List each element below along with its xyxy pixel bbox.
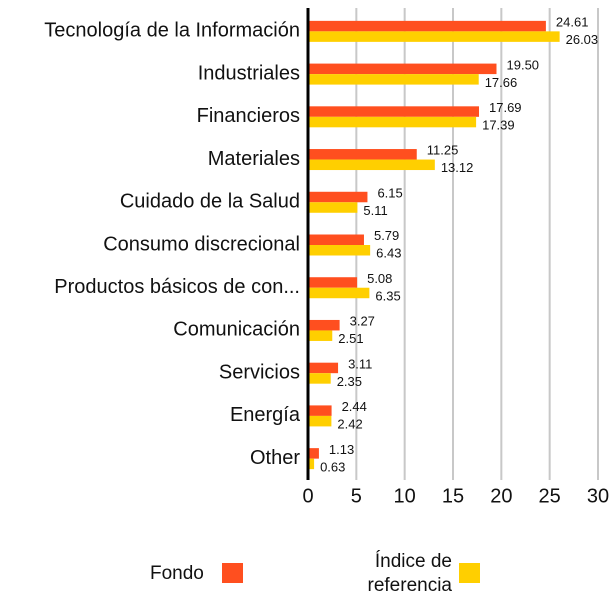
x-tick-label: 30	[587, 485, 609, 507]
bar	[308, 159, 435, 171]
bar	[308, 319, 340, 331]
value-label: 5.79	[374, 228, 399, 243]
y-tick-label: Servicios	[219, 361, 300, 383]
x-tick-label: 5	[351, 485, 362, 507]
bar	[308, 106, 480, 117]
legend-swatch	[459, 563, 480, 583]
value-label: 6.15	[377, 185, 402, 200]
value-label: 26.03	[566, 32, 599, 47]
value-label: 19.50	[507, 57, 540, 72]
value-label: 5.08	[367, 271, 392, 286]
value-label: 3.27	[350, 314, 375, 329]
y-tick-label: Financieros	[197, 105, 300, 127]
value-label: 17.39	[482, 118, 515, 133]
value-label: 3.11	[348, 356, 372, 371]
value-label: 24.61	[556, 15, 589, 30]
bar	[308, 74, 479, 85]
bar	[308, 373, 331, 384]
y-tick-label: Energía	[230, 404, 301, 426]
bar	[308, 20, 546, 32]
x-tick-label: 0	[302, 485, 313, 507]
value-label: 2.42	[337, 417, 362, 432]
bar	[308, 287, 370, 299]
value-label: 13.12	[441, 160, 474, 175]
legend-label: Fondo	[150, 563, 204, 584]
x-tick-label: 10	[394, 485, 416, 507]
bar	[308, 245, 371, 256]
value-label: 2.44	[342, 399, 367, 414]
x-tick-label: 20	[490, 485, 512, 507]
bar	[308, 458, 315, 470]
y-tick-label: Productos básicos de con...	[54, 276, 300, 298]
y-tick-label: Comunicación	[173, 319, 300, 341]
y-tick-label: Industriales	[198, 62, 300, 84]
x-tick-label: 15	[442, 485, 464, 507]
value-label: 6.43	[376, 246, 401, 261]
value-label: 17.69	[489, 100, 522, 115]
bar	[308, 116, 477, 128]
y-tick-label: Tecnología de la Información	[44, 20, 300, 42]
bar	[308, 31, 560, 42]
chart: 0 5 10 15 20 25 30 Tecnología de la Información…	[44, 8, 609, 507]
bar	[308, 277, 358, 288]
value-label: 11.25	[427, 143, 459, 158]
y-tick-label: Consumo discrecional	[103, 233, 300, 255]
bar	[308, 191, 368, 203]
y-tick-label: Cuidado de la Salud	[120, 191, 300, 213]
y-tick-label: Other	[250, 447, 300, 469]
bar	[308, 330, 333, 341]
bar	[308, 362, 339, 374]
bar	[308, 448, 319, 459]
y-tick-label: Materiales	[208, 148, 300, 170]
value-label: 0.63	[320, 459, 345, 474]
value-label: 1.13	[329, 442, 354, 457]
value-label: 17.66	[485, 75, 518, 90]
bar	[308, 415, 332, 427]
value-label: 2.51	[338, 331, 363, 346]
bar	[308, 202, 358, 213]
legend-label: Índice de referencia	[367, 551, 453, 596]
x-tick-label: 25	[539, 485, 561, 507]
legend-swatch	[222, 563, 243, 583]
value-label: 6.35	[375, 288, 400, 303]
bar	[308, 63, 497, 75]
value-label: 5.11	[363, 203, 387, 218]
bar	[308, 405, 332, 416]
bar	[308, 234, 364, 245]
value-label: 2.35	[337, 374, 362, 389]
bar	[308, 149, 417, 160]
